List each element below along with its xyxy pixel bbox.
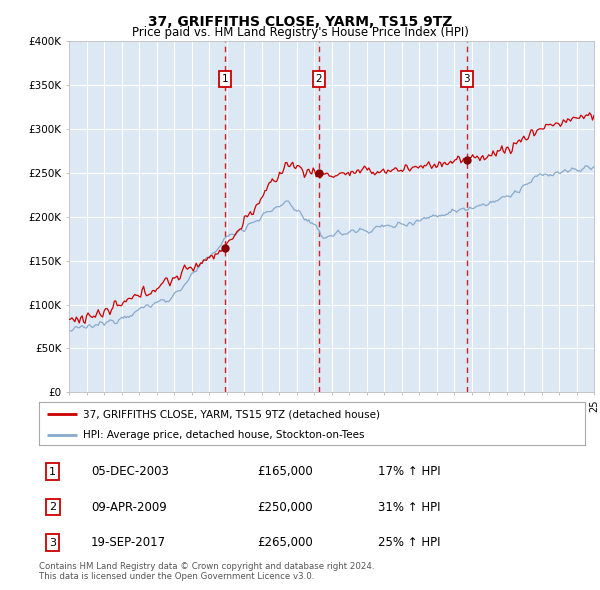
Text: 17% ↑ HPI: 17% ↑ HPI: [377, 465, 440, 478]
Text: 05-DEC-2003: 05-DEC-2003: [91, 465, 169, 478]
Text: Contains HM Land Registry data © Crown copyright and database right 2024.
This d: Contains HM Land Registry data © Crown c…: [39, 562, 374, 581]
Text: 3: 3: [49, 537, 56, 548]
Text: Price paid vs. HM Land Registry's House Price Index (HPI): Price paid vs. HM Land Registry's House …: [131, 26, 469, 39]
Text: 2: 2: [316, 74, 322, 84]
Text: 2: 2: [49, 502, 56, 512]
Text: 37, GRIFFITHS CLOSE, YARM, TS15 9TZ: 37, GRIFFITHS CLOSE, YARM, TS15 9TZ: [148, 15, 452, 29]
Text: 09-APR-2009: 09-APR-2009: [91, 500, 167, 513]
Text: 1: 1: [49, 467, 56, 477]
Text: £265,000: £265,000: [257, 536, 313, 549]
Text: 3: 3: [463, 74, 470, 84]
Text: £165,000: £165,000: [257, 465, 313, 478]
Text: HPI: Average price, detached house, Stockton-on-Tees: HPI: Average price, detached house, Stoc…: [83, 430, 364, 440]
Text: 25% ↑ HPI: 25% ↑ HPI: [377, 536, 440, 549]
Text: 31% ↑ HPI: 31% ↑ HPI: [377, 500, 440, 513]
Text: 37, GRIFFITHS CLOSE, YARM, TS15 9TZ (detached house): 37, GRIFFITHS CLOSE, YARM, TS15 9TZ (det…: [83, 409, 380, 419]
Text: 19-SEP-2017: 19-SEP-2017: [91, 536, 166, 549]
Text: 1: 1: [222, 74, 229, 84]
Text: £250,000: £250,000: [257, 500, 313, 513]
